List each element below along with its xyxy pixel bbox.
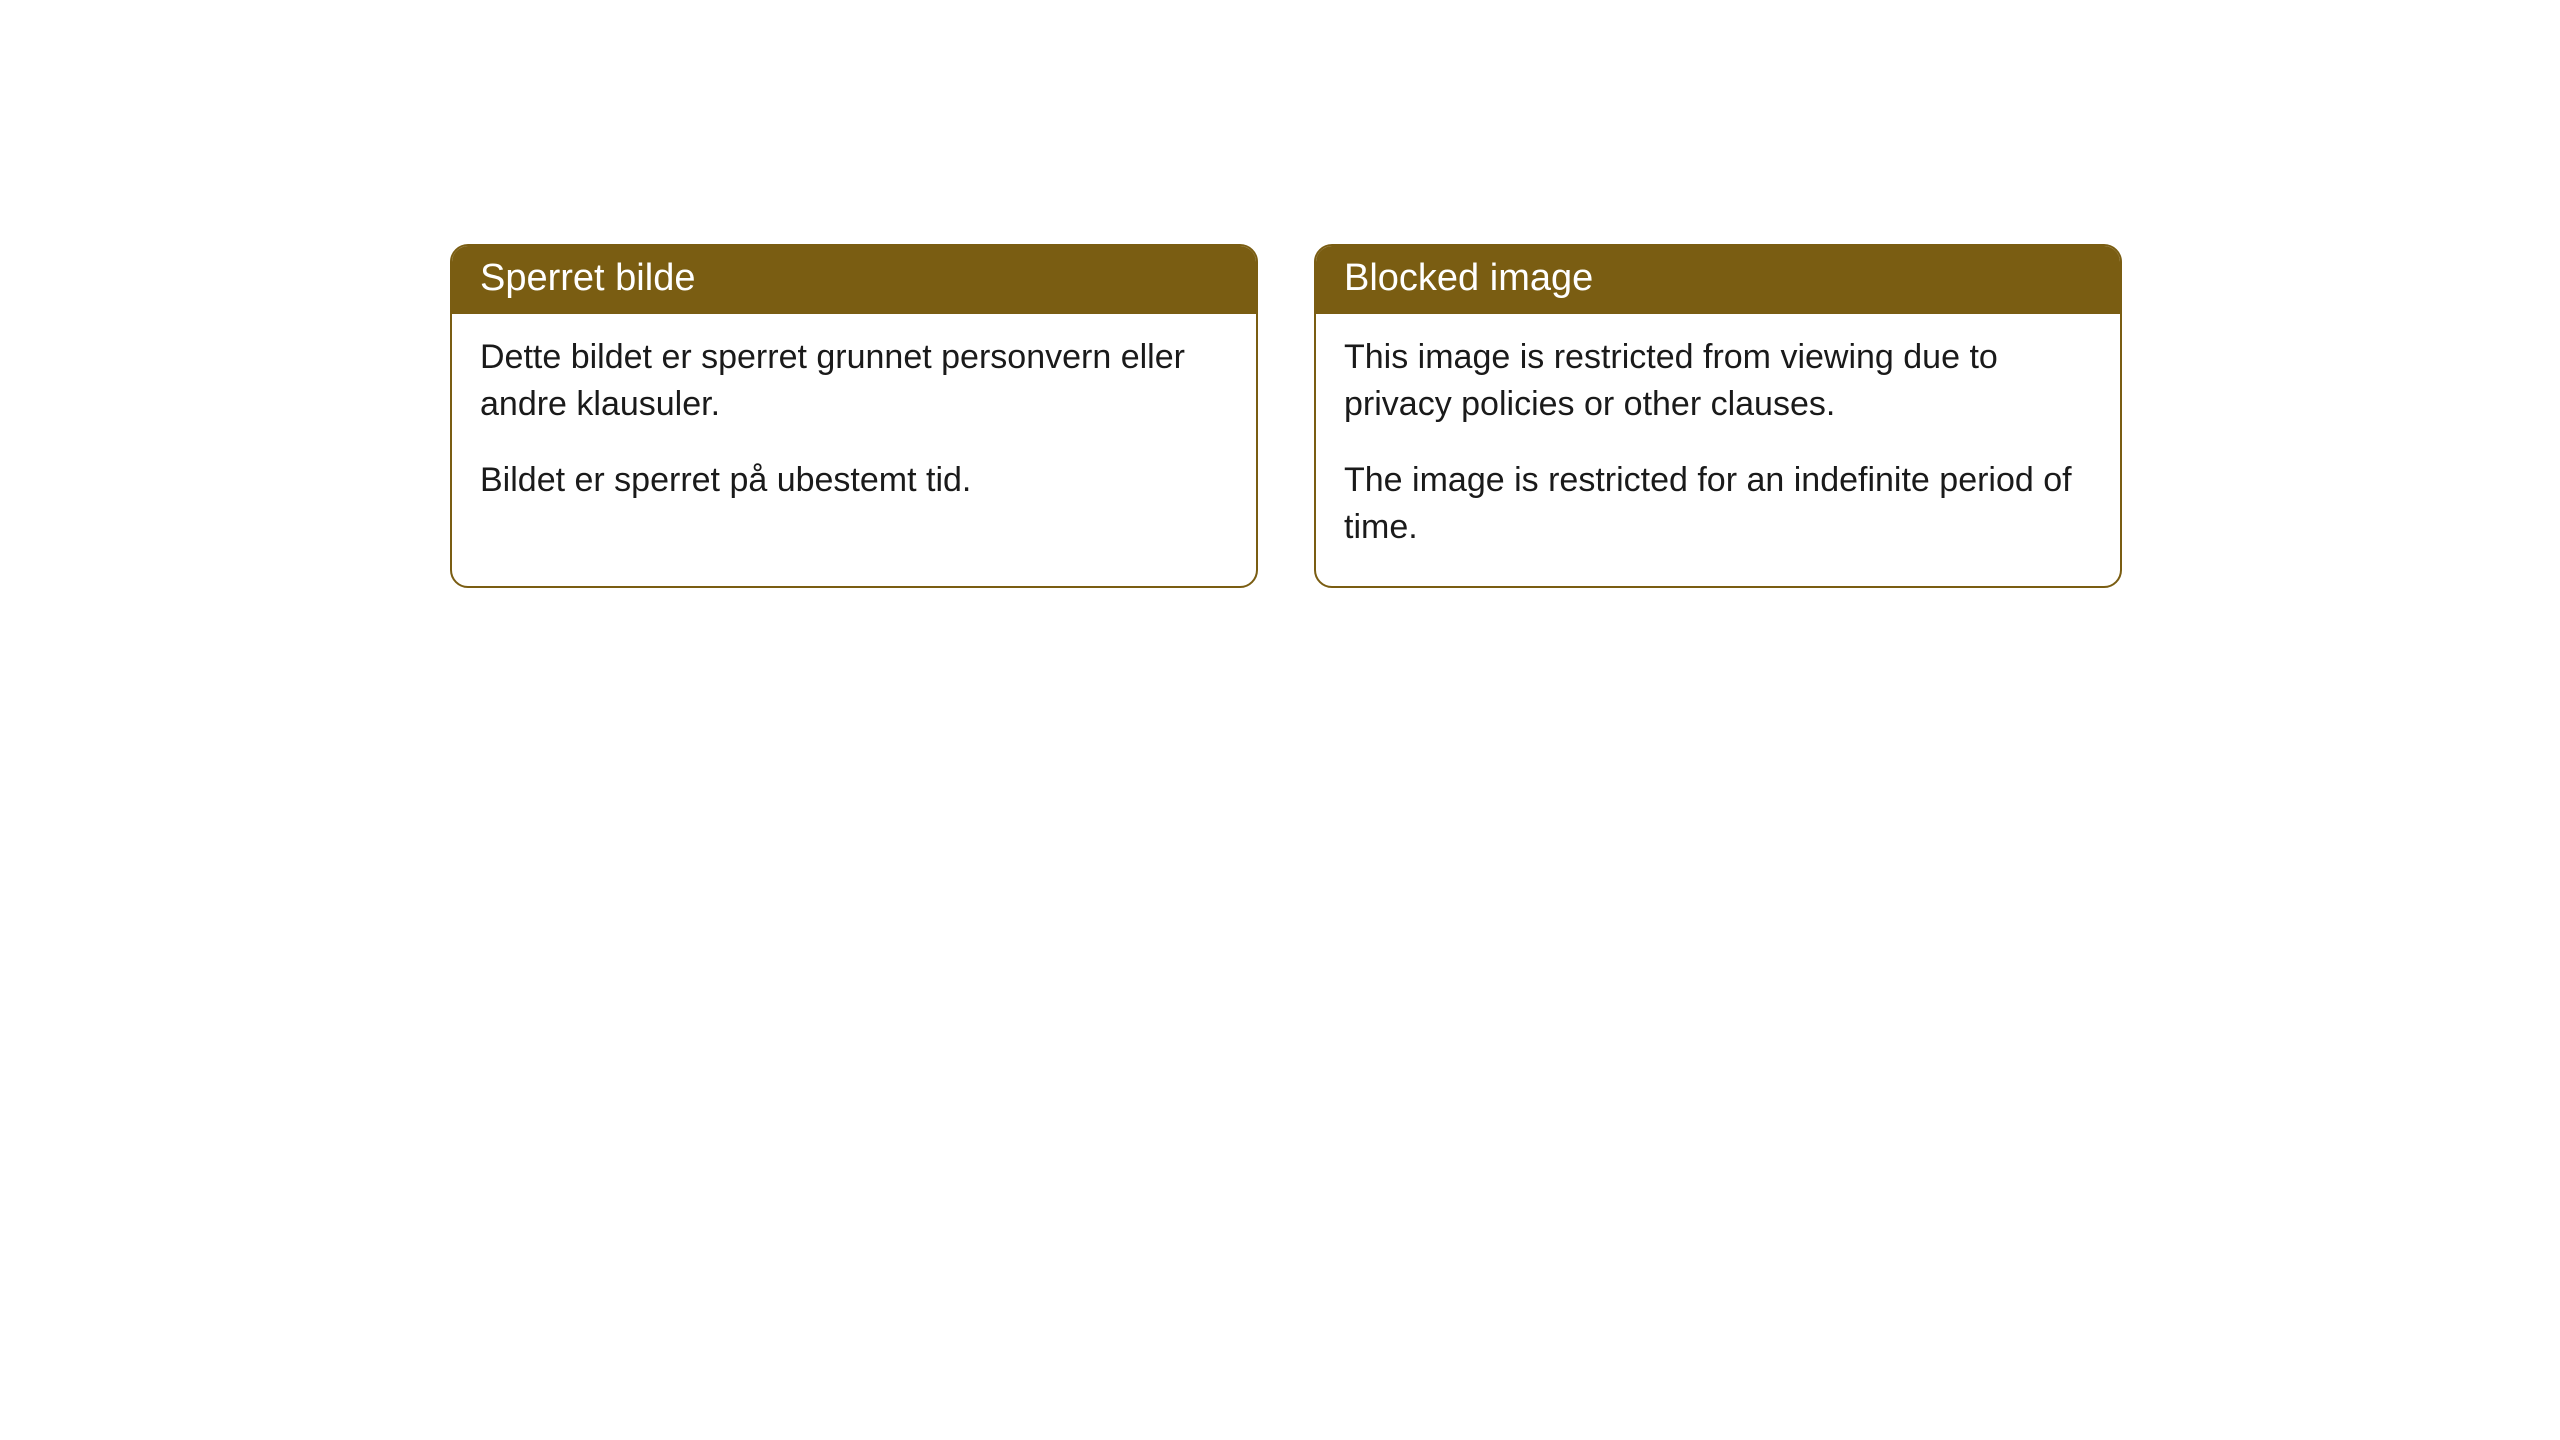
blocked-image-card-no: Sperret bilde Dette bildet er sperret gr… <box>450 244 1258 588</box>
card-paragraph: The image is restricted for an indefinit… <box>1344 457 2092 552</box>
card-header: Sperret bilde <box>452 246 1256 314</box>
card-paragraph: This image is restricted from viewing du… <box>1344 334 2092 429</box>
blocked-image-card-en: Blocked image This image is restricted f… <box>1314 244 2122 588</box>
card-body: This image is restricted from viewing du… <box>1316 314 2120 586</box>
card-paragraph: Bildet er sperret på ubestemt tid. <box>480 457 1228 505</box>
card-body: Dette bildet er sperret grunnet personve… <box>452 314 1256 539</box>
card-header: Blocked image <box>1316 246 2120 314</box>
cards-container: Sperret bilde Dette bildet er sperret gr… <box>450 244 2122 588</box>
card-paragraph: Dette bildet er sperret grunnet personve… <box>480 334 1228 429</box>
